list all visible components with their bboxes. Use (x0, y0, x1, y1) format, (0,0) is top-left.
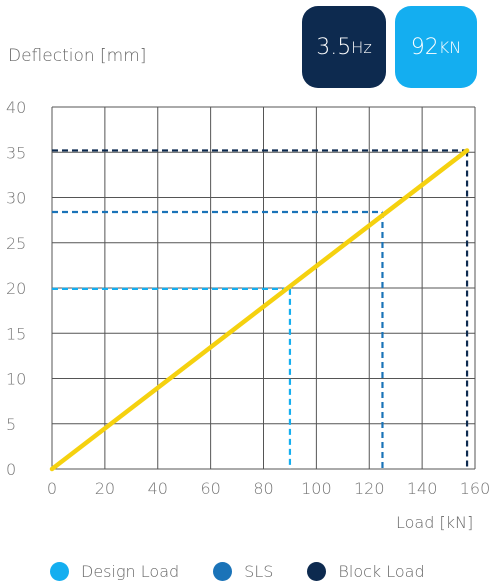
load-value: 92 (410, 34, 439, 60)
y-tick-label: 10 (6, 370, 26, 389)
chart-legend: Design Load SLS Block Load (50, 562, 459, 581)
series-line (49, 148, 470, 472)
legend-swatch-design-load (50, 562, 69, 581)
y-tick-label: 30 (6, 189, 26, 208)
legend-swatch-sls (213, 562, 233, 581)
y-tick-label: 0 (6, 460, 16, 479)
y-axis-title: Deflection [mm] (8, 46, 147, 66)
legend-item-sls: SLS (213, 562, 273, 581)
y-tick-label: 5 (6, 415, 16, 434)
frequency-badge: 3.5 Hz (302, 6, 386, 88)
x-tick-label: 100 (301, 479, 332, 498)
legend-item-block-load: Block Load (307, 562, 425, 581)
x-axis-title: Load [kN] (396, 513, 474, 532)
x-tick-label: 60 (200, 479, 220, 498)
legend-item-design-load: Design Load (50, 562, 179, 581)
x-tick-label: 20 (95, 479, 115, 498)
y-tick-label: 15 (6, 324, 26, 343)
y-tick-label: 20 (6, 279, 26, 298)
x-tick-label: 40 (148, 479, 168, 498)
load-badge: 92 KN (395, 6, 477, 88)
deflection-chart: 0 20 40 60 80 100 120 140 160 0 5 10 15 20 25 30 35 40 (6, 98, 491, 498)
y-tick-label: 25 (6, 234, 26, 253)
y-tick-label: 35 (6, 143, 26, 162)
x-tick-label: 80 (253, 479, 273, 498)
legend-label-block-load: Block Load (338, 562, 425, 581)
x-tick-label: 140 (407, 479, 438, 498)
legend-label-sls: SLS (244, 562, 274, 581)
x-tick-label: 0 (47, 479, 57, 498)
legend-label-design-load: Design Load (81, 562, 180, 581)
load-unit: KN (438, 37, 462, 57)
frequency-unit: Hz (351, 37, 372, 57)
x-tick-label: 160 (460, 479, 491, 498)
y-tick-label: 40 (6, 98, 26, 117)
frequency-value: 3.5 (316, 34, 352, 60)
legend-swatch-block-load (307, 562, 327, 581)
x-tick-label: 120 (354, 479, 385, 498)
